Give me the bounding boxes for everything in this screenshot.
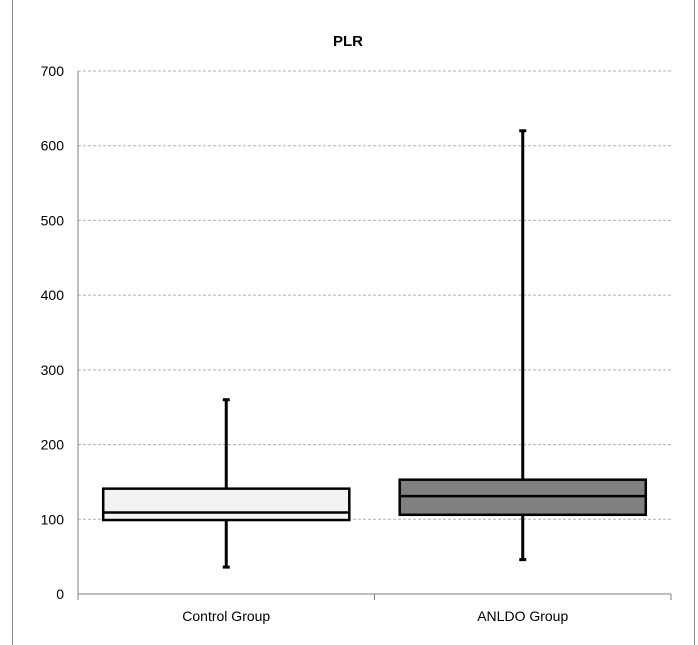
- box-control-group: [101, 487, 351, 522]
- x-tick-label-control-group: Control Group: [182, 608, 270, 624]
- chart-title: PLR: [333, 33, 363, 50]
- chart-frame: [12, 0, 695, 645]
- y-tick-label-500: 500: [41, 212, 65, 228]
- y-tick-label-600: 600: [41, 138, 65, 154]
- y-tick-label-200: 200: [41, 437, 65, 453]
- y-tick-label-100: 100: [41, 511, 65, 527]
- y-tick-label-400: 400: [41, 287, 65, 303]
- x-tick-label-anldo-group: ANLDO Group: [477, 608, 568, 624]
- y-tick-label-700: 700: [41, 63, 65, 79]
- gridlines: [78, 70, 671, 520]
- y-tick-label-300: 300: [41, 362, 65, 378]
- axes: [77, 71, 672, 600]
- y-tick-label-0: 0: [56, 586, 64, 602]
- boxes: [101, 129, 648, 569]
- tick-labels: 0 100 200 300 400 500 600 700 Control Group ANLDO…: [41, 63, 569, 624]
